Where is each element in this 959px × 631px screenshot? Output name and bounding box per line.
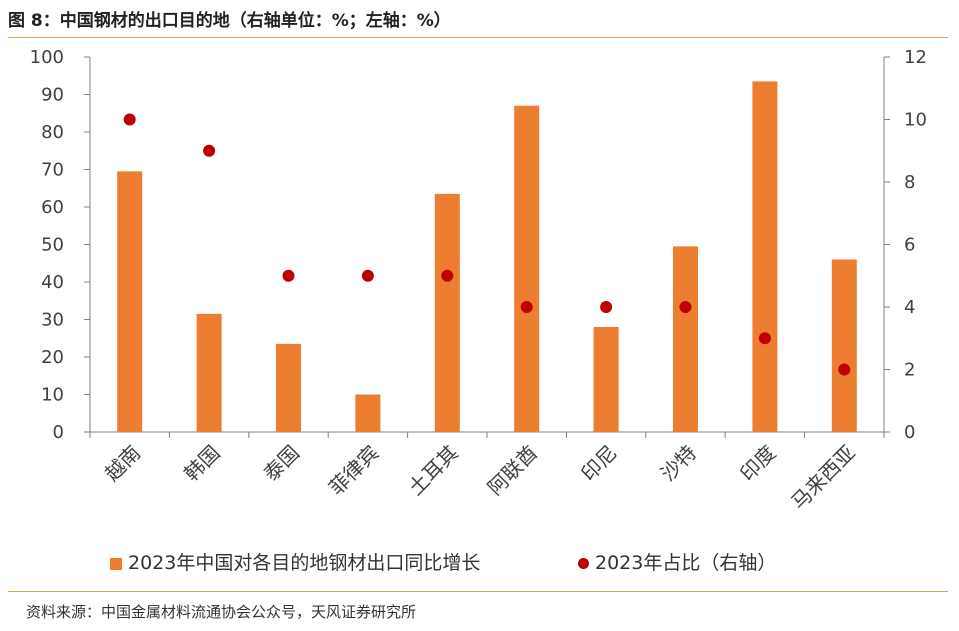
left-tick-label: 0 [53, 422, 64, 443]
right-tick-label: 2 [904, 360, 915, 381]
dot-6 [520, 301, 533, 313]
right-tick-label: 8 [904, 172, 915, 193]
dot-7 [600, 301, 613, 313]
legend-item-share: 2023年占比（右轴） [578, 548, 776, 575]
category-label: 土耳其 [403, 441, 462, 500]
category-label: 马来西亚 [786, 441, 860, 515]
left-tick-label: 70 [41, 160, 64, 181]
left-tick-label: 40 [41, 272, 64, 293]
category-labels: 越南 韩国 泰国 菲律宾 土耳其 阿联酋 印尼 沙特 印度 马来西亚 [100, 441, 860, 515]
category-label: 印尼 [576, 441, 621, 486]
left-tick-label: 30 [41, 310, 64, 331]
dot-4 [361, 269, 374, 282]
right-tick-label: 10 [904, 110, 927, 131]
dot-2 [203, 144, 216, 157]
category-label: 菲律宾 [324, 441, 383, 500]
title-divider [8, 37, 948, 38]
category-label: 印度 [735, 441, 780, 486]
category-label: 越南 [100, 441, 145, 486]
left-tick-label: 80 [41, 122, 64, 143]
dot-10 [838, 363, 851, 376]
right-tick-label: 4 [904, 297, 915, 318]
bar-2 [196, 313, 222, 432]
dot-1 [123, 113, 136, 126]
legend-bar-swatch [110, 557, 122, 570]
legend-label-share: 2023年占比（右轴） [595, 552, 777, 574]
left-tick-label: 60 [41, 197, 64, 218]
right-tick-label: 6 [904, 235, 915, 256]
dot-series [123, 113, 851, 376]
left-tick-label: 10 [41, 385, 64, 406]
category-label: 泰国 [259, 441, 304, 486]
bar-series [117, 81, 857, 432]
left-tick-label: 50 [41, 235, 64, 256]
bar-6 [514, 105, 540, 432]
bar-1 [117, 171, 143, 432]
dot-9 [758, 332, 771, 345]
dot-3 [282, 269, 295, 282]
left-tick-label: 20 [41, 347, 64, 368]
axes: 0 10 20 30 40 50 60 70 80 90 100 0 2 4 6 8 10 12 [30, 47, 927, 443]
bar-3 [276, 343, 301, 432]
legend-dot-swatch [578, 558, 589, 569]
left-tick-label: 100 [30, 47, 64, 68]
left-tick-label: 90 [41, 85, 64, 106]
bar-8 [673, 246, 698, 432]
source-divider [8, 591, 948, 592]
source-note: 资料来源：中国金属材料流通协会公众号，天风证券研究所 [26, 603, 417, 621]
chart-area: 0 10 20 30 40 50 60 70 80 90 100 0 2 4 6 8 10 12 越南 韩国 泰国 菲律… [30, 47, 927, 515]
right-tick-label: 0 [904, 422, 915, 443]
category-label: 沙特 [656, 441, 701, 486]
right-tick-label: 12 [904, 47, 927, 68]
legend-item-growth: 2023年中国对各目的地钢材出口同比增长 [110, 548, 480, 575]
bar-10 [831, 259, 857, 432]
bar-5 [434, 193, 460, 432]
dot-5 [441, 269, 454, 282]
dot-8 [679, 301, 692, 313]
bar-7 [593, 327, 619, 432]
category-label: 阿联酋 [483, 441, 542, 500]
bar-4 [355, 394, 381, 432]
category-label: 韩国 [179, 441, 224, 486]
bar-9 [752, 81, 778, 432]
chart-title: 图 8：中国钢材的出口目的地（右轴单位：%；左轴：%） [8, 11, 451, 31]
legend-label-growth: 2023年中国对各目的地钢材出口同比增长 [128, 552, 481, 574]
